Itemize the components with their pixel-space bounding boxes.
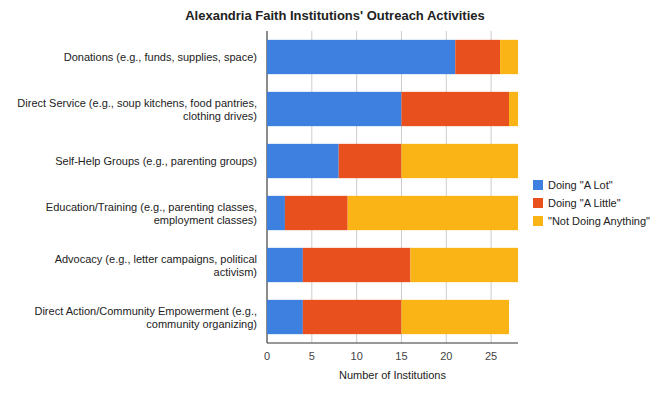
bar bbox=[500, 40, 518, 74]
grid-line bbox=[491, 31, 492, 343]
tick-label: 20 bbox=[440, 350, 452, 362]
bar bbox=[509, 92, 518, 126]
bar bbox=[303, 300, 402, 334]
grid-line bbox=[446, 31, 447, 343]
label-line: Direct Service (e.g., soup kitchens, foo… bbox=[17, 97, 257, 109]
category-label: Education/Training (e.g., parenting clas… bbox=[46, 201, 257, 226]
label-line: Self-Help Groups (e.g., parenting groups… bbox=[55, 155, 257, 167]
tick-label: 25 bbox=[485, 350, 497, 362]
grid-line bbox=[356, 31, 357, 343]
x-axis bbox=[267, 343, 518, 344]
legend-label: Doing "A Little" bbox=[548, 197, 621, 209]
bars bbox=[267, 40, 518, 334]
axis-label: Number of Institutions bbox=[339, 369, 446, 381]
legend-label: "Not Doing Anything" bbox=[548, 215, 650, 227]
label-line: activism) bbox=[214, 266, 257, 278]
label-line: clothing drives) bbox=[183, 110, 257, 122]
category-label: Direct Service (e.g., soup kitchens, foo… bbox=[17, 97, 257, 122]
category-label: Donations (e.g., funds, supplies, space) bbox=[64, 51, 257, 63]
category-label: Self-Help Groups (e.g., parenting groups… bbox=[55, 155, 257, 167]
tick-label: 15 bbox=[395, 350, 407, 362]
bar bbox=[267, 144, 339, 178]
bar bbox=[267, 196, 285, 230]
tick-label: 0 bbox=[264, 350, 270, 362]
bar bbox=[267, 300, 303, 334]
tick-label: 5 bbox=[309, 350, 315, 362]
bar bbox=[401, 300, 509, 334]
label-line: community organizing) bbox=[146, 318, 257, 330]
y-axis bbox=[267, 31, 268, 343]
chart: Alexandria Faith Institutions' Outreach … bbox=[0, 0, 670, 403]
bar bbox=[348, 196, 518, 230]
label-line: Advocacy (e.g., letter campaigns, politi… bbox=[55, 253, 257, 265]
grid-line bbox=[401, 31, 402, 343]
legend-swatch bbox=[533, 198, 543, 208]
bar bbox=[401, 92, 509, 126]
label-line: employment classes) bbox=[154, 214, 257, 226]
category-label: Advocacy (e.g., letter campaigns, politi… bbox=[55, 253, 257, 278]
tick-label: 10 bbox=[351, 350, 363, 362]
bar bbox=[267, 40, 455, 74]
bar bbox=[267, 92, 401, 126]
bar bbox=[401, 144, 518, 178]
grid-line bbox=[311, 31, 312, 343]
label-line: Direct Action/Community Empowerment (e.g… bbox=[34, 305, 257, 317]
category-label: Direct Action/Community Empowerment (e.g… bbox=[34, 305, 257, 330]
bar bbox=[339, 144, 402, 178]
legend-swatch bbox=[533, 216, 543, 226]
grid-line bbox=[267, 31, 268, 343]
title: Alexandria Faith Institutions' Outreach … bbox=[185, 8, 485, 23]
bar bbox=[285, 196, 348, 230]
legend-label: Doing "A Lot" bbox=[548, 179, 613, 191]
bar bbox=[455, 40, 500, 74]
bar bbox=[410, 248, 518, 282]
bar bbox=[267, 248, 303, 282]
bar bbox=[303, 248, 411, 282]
legend-swatch bbox=[533, 180, 543, 190]
label-line: Donations (e.g., funds, supplies, space) bbox=[64, 51, 257, 63]
label-line: Education/Training (e.g., parenting clas… bbox=[46, 201, 257, 213]
